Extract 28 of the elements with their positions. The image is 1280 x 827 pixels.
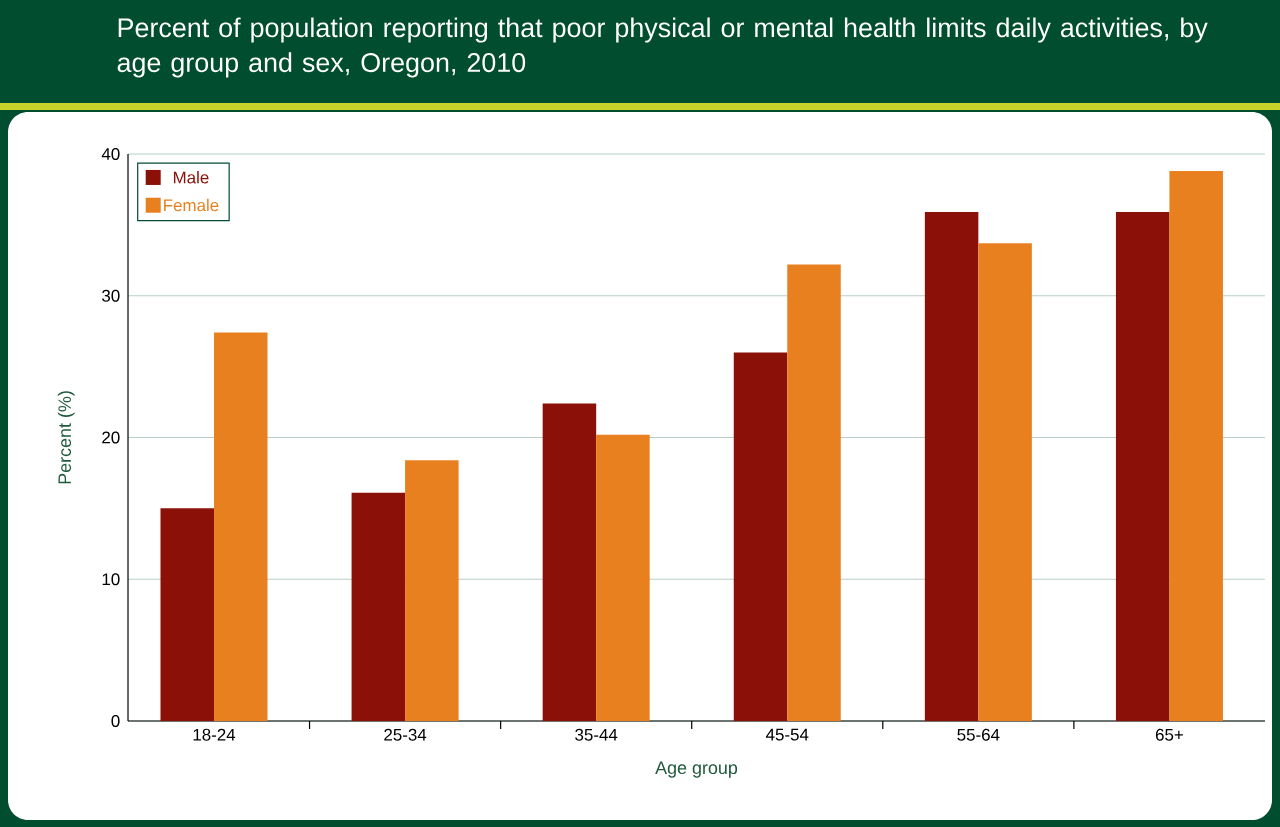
y-tick-label: 30 [102, 289, 120, 302]
legend-label: Female [164, 198, 219, 212]
bar [351, 492, 406, 721]
y-tick-label: 40 [101, 147, 120, 160]
x-tick-label: 55-64 [957, 728, 1000, 741]
bar [214, 332, 268, 721]
x-tick-label: 45-54 [765, 728, 809, 741]
bar [542, 403, 597, 721]
bar [787, 264, 841, 721]
y-tick-label: 10 [102, 573, 120, 586]
x-tick-label: 35-44 [575, 728, 618, 741]
bar [733, 352, 788, 721]
x-axis-title: Age group [655, 761, 738, 778]
bar [160, 508, 214, 721]
y-axis-title: Percent (%) [57, 391, 75, 484]
y-tick-label: 20 [102, 431, 120, 444]
bar [1115, 212, 1170, 721]
x-tick-label: 25-34 [384, 728, 427, 741]
y-tick-label: 0 [111, 714, 120, 727]
bar [1169, 170, 1223, 721]
bar [405, 460, 459, 721]
x-tick-label: 65+ [1155, 728, 1183, 741]
bar [924, 212, 979, 721]
chart-title: Percent of population reporting that poor physical or mental health limits daily activities, by age group and sex, Oregon, 2010 [117, 17, 1208, 78]
x-tick-label: 18-24 [193, 728, 236, 741]
bar [978, 243, 1032, 721]
legend-label: Male [173, 171, 209, 184]
bar [596, 434, 650, 721]
